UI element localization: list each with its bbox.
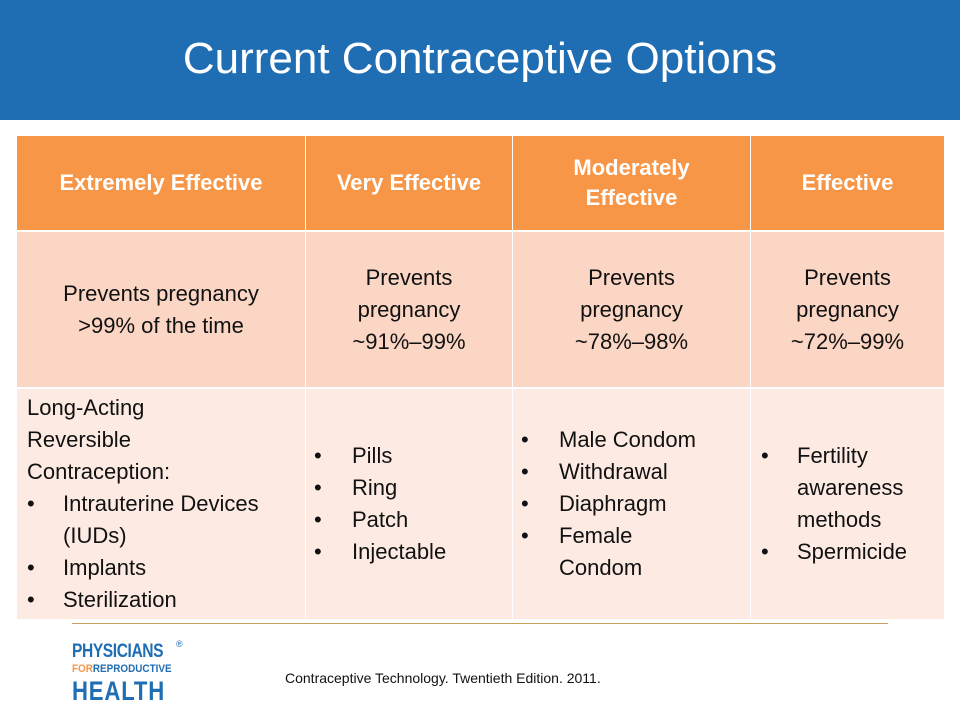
header-moderately-effective-text: Moderately Effective [573, 155, 690, 210]
effectiveness-text: Prevents pregnancy ~78%–98% [574, 264, 689, 354]
methods-moderately-effective: Male Condom Withdrawal Diaphragm Female … [512, 388, 751, 619]
effectiveness-very: Prevents pregnancy ~91%–99% [305, 231, 513, 389]
effectiveness-row: Prevents pregnancy >99% of the time Prev… [16, 231, 945, 389]
list-item: Male Condom [521, 424, 750, 456]
registered-mark: ® [176, 639, 183, 649]
list-item: Injectable [314, 536, 512, 568]
citation: Contraceptive Technology. Twentieth Edit… [285, 670, 601, 686]
methods-row: Long-Acting Reversible Contraception: In… [16, 388, 945, 619]
logo-line-health: HEALTH [72, 676, 166, 706]
title-bar: Current Contraceptive Options [0, 0, 960, 120]
methods-very-effective: Pills Ring Patch Injectable [305, 388, 513, 619]
effectiveness-text: Prevents pregnancy ~72%–99% [790, 264, 905, 354]
list-item: Female Condom [521, 520, 649, 584]
logo-reproductive: REPRODUCTIVE [92, 663, 172, 675]
list-item: Patch [314, 504, 512, 536]
list-item: Ring [314, 472, 512, 504]
header-row: Extremely Effective Very Effective Moder… [16, 136, 945, 232]
contraceptive-options-table: Extremely Effective Very Effective Moder… [16, 136, 945, 619]
list-item: Withdrawal [521, 456, 750, 488]
logo-line-for-reproductive: FORREPRODUCTIVE [72, 663, 172, 675]
footer-divider [72, 623, 888, 624]
list-item: Diaphragm [521, 488, 750, 520]
physicians-for-reproductive-health-logo: PHYSICIANS FORREPRODUCTIVE HEALTH ® [72, 639, 183, 706]
methods-list: Intrauterine Devices (IUDs) Implants Ste… [17, 488, 305, 616]
list-item: Sterilization [27, 584, 305, 616]
effectiveness-moderately: Prevents pregnancy ~78%–98% [512, 231, 751, 389]
effectiveness-text: Prevents pregnancy >99% of the time [63, 280, 259, 338]
list-item: Spermicide [761, 536, 944, 568]
effectiveness-extremely: Prevents pregnancy >99% of the time [16, 231, 306, 389]
list-item: Intrauterine Devices (IUDs) [27, 488, 263, 552]
effectiveness-effective: Prevents pregnancy ~72%–99% [750, 231, 945, 389]
header-extremely-effective: Extremely Effective [16, 136, 306, 232]
methods-list: Fertility awareness methods Spermicide [751, 440, 944, 568]
slide-title: Current Contraceptive Options [182, 34, 778, 83]
header-moderately-effective: Moderately Effective [512, 136, 751, 232]
list-item: Pills [314, 440, 512, 472]
methods-list: Male Condom Withdrawal Diaphragm Female … [513, 424, 750, 584]
header-very-effective: Very Effective [305, 136, 513, 232]
larc-intro: Long-Acting Reversible Contraception: [27, 395, 171, 484]
methods-list: Pills Ring Patch Injectable [306, 440, 512, 568]
methods-extremely-effective: Long-Acting Reversible Contraception: In… [16, 388, 306, 619]
header-effective: Effective [750, 136, 945, 232]
effectiveness-text: Prevents pregnancy ~91%–99% [352, 264, 466, 354]
logo-line-physicians: PHYSICIANS [72, 641, 164, 662]
list-item: Implants [27, 552, 305, 584]
methods-effective: Fertility awareness methods Spermicide [750, 388, 945, 619]
logo-for: FOR [72, 663, 93, 675]
list-item: Fertility awareness methods [761, 440, 937, 536]
